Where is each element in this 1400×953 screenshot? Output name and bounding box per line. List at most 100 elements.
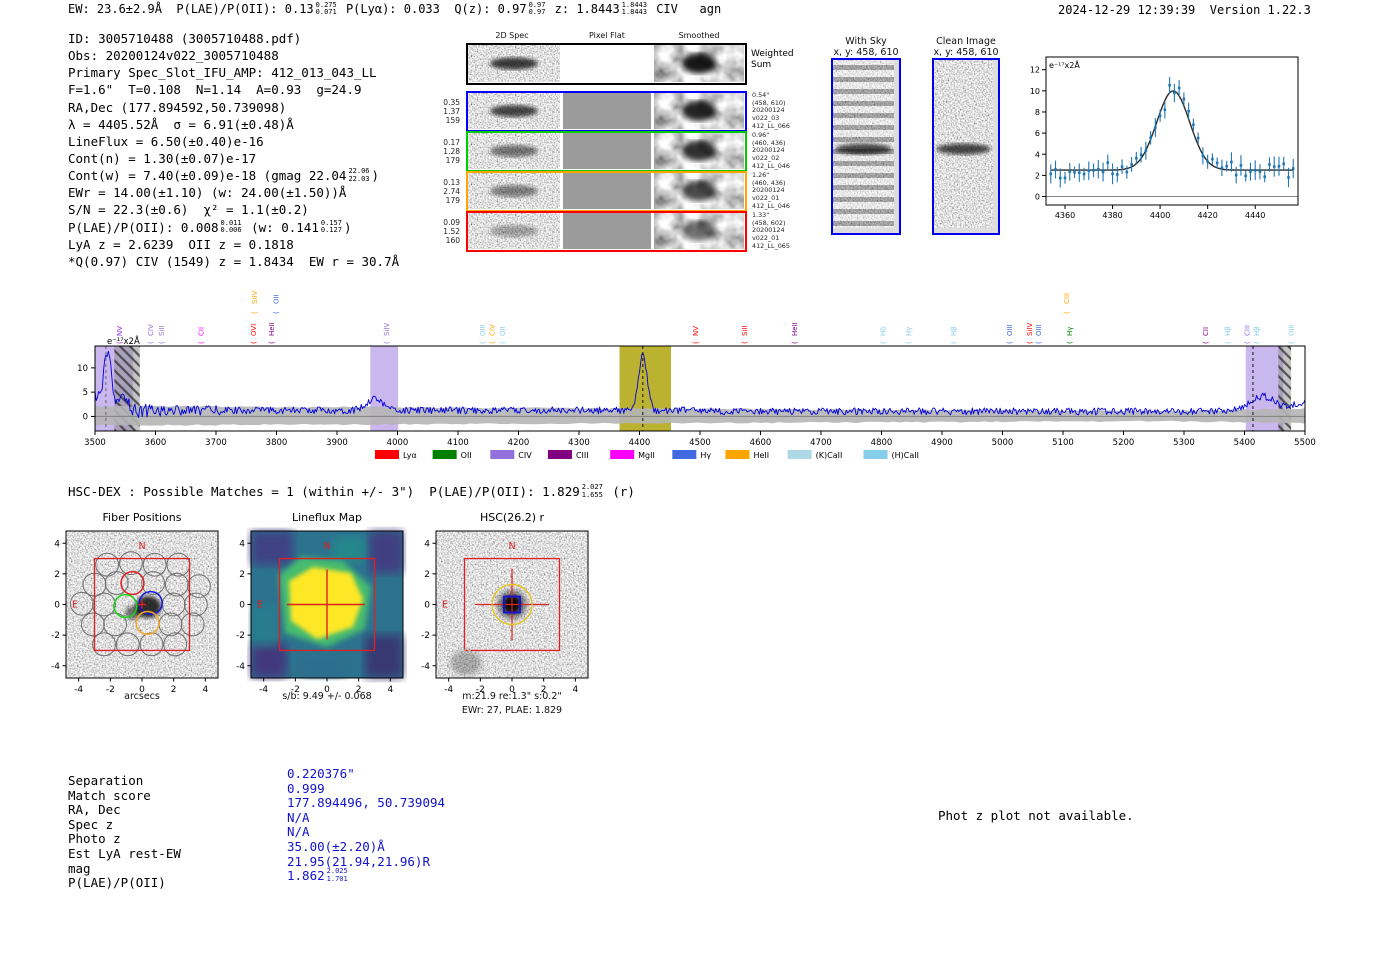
fiber-circle	[115, 632, 140, 657]
line-fit-inset-plot: 0 2 4 6 8 10 12 4360 4380 4400 4420 4440 e⁻¹⁷x2Å	[1030, 56, 1299, 220]
legend-swatch	[375, 450, 399, 459]
x-tick-label: 2	[541, 685, 547, 695]
emission-line-bracket: (	[116, 341, 124, 344]
data-point	[1177, 86, 1181, 90]
map-patch	[251, 605, 277, 647]
emission-line-bracket: (	[905, 341, 913, 344]
y-tick-label: 0	[1035, 193, 1040, 202]
emission-line-label: Hβ	[1253, 326, 1261, 336]
col-header-pixelflat: Pixel Flat	[589, 31, 625, 40]
y-tick-label: 0	[83, 412, 88, 422]
lineflux-map-title: Lineflux Map	[291, 511, 363, 524]
emission-line-label: NV	[116, 326, 124, 336]
emission-line-bracket: (	[488, 341, 496, 344]
emission-line-bracket: (	[272, 311, 280, 314]
row-fiber-labels: 0.96" (460, 436) 20200124 v022_02 412_LL_046	[752, 131, 790, 170]
row-scale-labels: 0.09 1.52 160	[443, 218, 460, 245]
cutout-2d-row	[466, 171, 747, 212]
emission-line-bracket: (	[1288, 341, 1296, 344]
x-tick-label: 4380	[1102, 211, 1122, 220]
summary-header: EW: 23.6±2.9Å P(LAE)/P(OII): 0.13 0.275 0…	[68, 1, 721, 17]
emission-line-label: CII	[1202, 327, 1210, 336]
legend-swatch	[787, 450, 812, 459]
row-fiber-labels: 1.33" (458, 602) 20200124 v022_01 412_LL_065	[752, 211, 790, 250]
emission-line-bracket: (	[1202, 341, 1210, 344]
info-cont-w: Cont(w) = 7.40(±0.09)e-18 (gmag 22.04 22…	[68, 167, 380, 184]
hsc-image-plot: N E -4 -4 -2 -2 0 0 2 2 4 4	[421, 530, 589, 695]
y-tick-label: 5	[83, 388, 88, 398]
data-point	[1077, 171, 1081, 174]
flux-blob-yellow	[289, 567, 363, 639]
info-obs: Obs: 20200124v022_3005710488	[68, 48, 279, 64]
data-point	[1244, 174, 1247, 178]
fiber-circle	[103, 612, 127, 637]
emission-line-bracket: (	[1026, 341, 1034, 344]
y-tick-label: 0	[54, 601, 60, 611]
cutout-2d-images	[468, 173, 744, 209]
match-row-value: 0.220376"	[287, 766, 355, 781]
data-point	[1201, 154, 1205, 158]
y-tick-label: -2	[421, 631, 430, 641]
pixelflat-segment	[563, 133, 651, 169]
match-row-value: 0.999	[287, 780, 325, 796]
y-tick-label: -2	[51, 631, 60, 641]
legend-swatch	[725, 450, 750, 459]
pixelflat-segment	[563, 213, 651, 249]
data-point	[1234, 173, 1238, 177]
neighbor-outline	[449, 649, 483, 677]
info-seeing: F=1.6" T=0.108 N=1.14 A=0.93 g=24.9	[68, 82, 362, 98]
data-point	[1158, 114, 1162, 118]
info-best-solution: *Q(0.97) CIV (1549) z = 1.8434 EW r = 30…	[68, 253, 400, 269]
data-point	[1215, 161, 1219, 165]
x-tick-label: 0	[139, 685, 145, 695]
emission-line-label: OIII	[1288, 324, 1296, 336]
fiber-circle	[163, 632, 188, 657]
data-point	[1154, 126, 1157, 129]
emission-line-label: OIII	[1006, 324, 1014, 336]
x-tick-label: 4400	[1150, 211, 1170, 220]
x-tick-label: 4360	[1055, 211, 1075, 220]
emission-line-label: CIII	[1063, 293, 1071, 304]
x-tick-label: 4900	[931, 438, 953, 448]
row-fiber-labels: 0.54" (458, 610) 20200124 v022_03 412_LL_066	[752, 91, 790, 130]
legend-label: CIV	[518, 451, 532, 460]
x-tick-label: -4	[74, 685, 83, 695]
plae-ci-stack: 0.275 0.071	[315, 1, 337, 17]
cutout-2d-images	[468, 93, 744, 129]
fiber-circle	[92, 592, 116, 617]
emission-line-bracket: (	[197, 341, 205, 344]
gmag-ci-stack: 22.06 22.03	[348, 167, 370, 183]
emission-line-label: SiII	[158, 325, 166, 336]
with-sky-title: With Sky x, y: 458, 610	[833, 36, 899, 58]
cutout-2d-images	[468, 213, 744, 249]
data-point	[1182, 97, 1186, 101]
fiber-circle-green	[113, 593, 138, 619]
cutout-2d-images	[468, 133, 744, 169]
emission-line-bracket: (	[1063, 311, 1071, 314]
signal-band	[835, 143, 892, 155]
y-tick-label: -2	[236, 631, 245, 641]
fiber-circle-orange	[135, 610, 160, 636]
pixelflat-segment	[563, 173, 651, 209]
emission-line-label: OIII	[479, 324, 487, 336]
info-candidate-z: LyA z = 2.6239 OII z = 0.1818	[68, 236, 294, 252]
y-tick-label: 2	[1035, 171, 1040, 180]
emission-line-bracket: (	[1066, 341, 1074, 344]
data-point	[1120, 165, 1124, 168]
plae-w-stack: 0.157 0.127	[320, 218, 342, 235]
flux-unit-label: e⁻¹⁷x2Å	[1049, 59, 1080, 70]
x-tick-label: 4100	[447, 438, 469, 448]
emission-line-label: Hγ	[905, 327, 913, 336]
emission-line-label: CIV	[488, 324, 496, 336]
emission-line-bracket: (	[1035, 341, 1043, 344]
clean-image	[932, 58, 1000, 235]
match-row-value: 1.862 2.025 1.701	[287, 867, 348, 884]
legend-swatch	[490, 450, 515, 459]
x-tick-label: 3500	[84, 438, 106, 448]
x-tick-label: 5400	[1234, 438, 1256, 448]
data-point	[1239, 164, 1243, 167]
fiber-circle	[142, 552, 167, 577]
emission-line-bracket: (	[479, 341, 487, 344]
emission-line-label: Hγ	[1066, 327, 1074, 336]
emission-line-bracket: (	[250, 341, 258, 344]
